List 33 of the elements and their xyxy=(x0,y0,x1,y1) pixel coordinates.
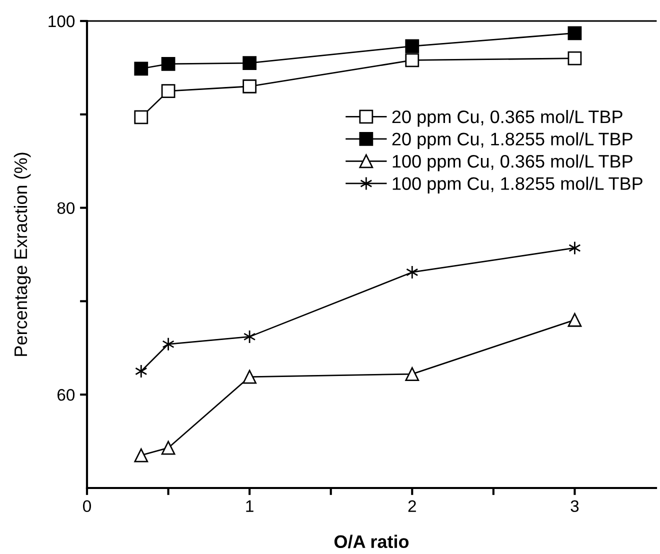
x-axis-title: O/A ratio xyxy=(334,534,409,548)
legend-label: 20 ppm Cu, 1.8255 mol/L TBP xyxy=(392,132,632,150)
x-tick-label: 2 xyxy=(408,500,416,512)
y-tick-label: 100 xyxy=(48,15,75,28)
point xyxy=(405,53,420,68)
point xyxy=(406,265,418,280)
y-axis-title: Percentage Exraction (%) xyxy=(14,152,31,356)
point xyxy=(405,39,420,54)
x-tick-label: 1 xyxy=(246,500,254,512)
point xyxy=(568,312,582,327)
point xyxy=(134,62,148,76)
y-tick-label: 60 xyxy=(58,389,75,401)
y-tick-label: 80 xyxy=(57,202,75,214)
point xyxy=(405,367,420,381)
x-tick-label: 0 xyxy=(83,500,91,512)
point xyxy=(242,370,257,384)
point xyxy=(242,79,257,94)
legend-label: 100 ppm Cu, 1.8255 mol/L TBP xyxy=(392,176,642,194)
legend-label: 100 ppm Cu, 0.365 mol/L TBP xyxy=(392,154,632,172)
point xyxy=(134,110,148,124)
point xyxy=(161,440,176,455)
point xyxy=(242,56,257,70)
point xyxy=(243,330,256,344)
point xyxy=(161,57,176,71)
legend-label: 20 ppm Cu, 0.365 mol/L TBP xyxy=(392,110,622,127)
point xyxy=(135,364,148,378)
point xyxy=(568,51,582,66)
point xyxy=(161,84,176,98)
point xyxy=(568,241,581,255)
x-tick-label: 3 xyxy=(570,500,579,512)
point xyxy=(162,337,174,352)
point xyxy=(568,26,582,40)
point xyxy=(134,448,148,462)
